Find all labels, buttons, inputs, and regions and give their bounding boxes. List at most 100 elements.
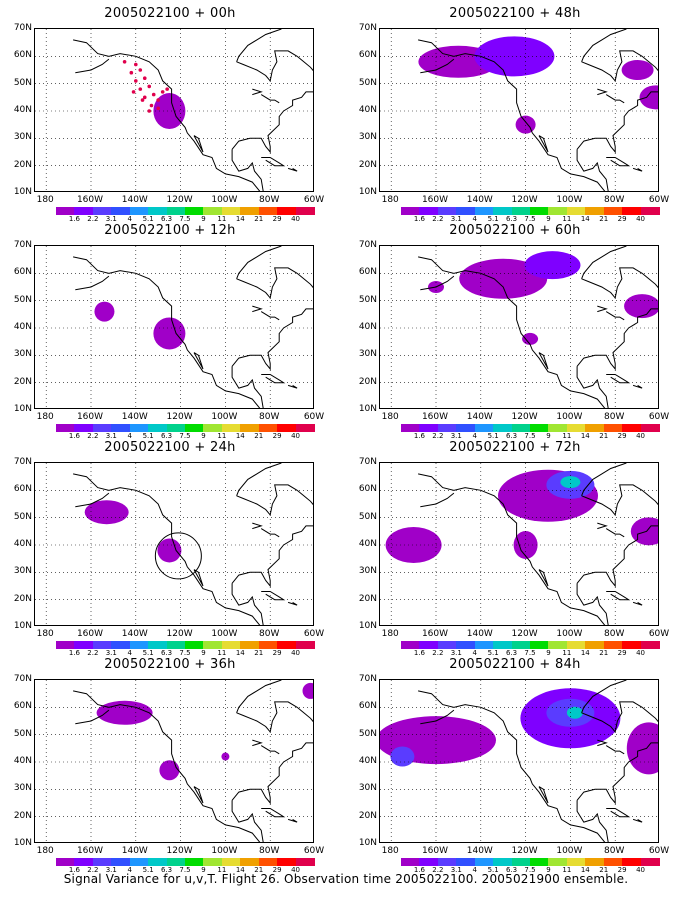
map-panel: 2005022100 + 84h 70N 60N 50N 40N 30N 20N 10N 180… — [345, 657, 685, 874]
coastline — [576, 742, 658, 805]
colorbar-label: 40 — [636, 649, 646, 657]
colorbar-label: 7.5 — [179, 649, 191, 657]
lon-label: 140W — [466, 629, 493, 639]
coastline — [581, 463, 627, 496]
colorbar-label: 1.6 — [68, 432, 80, 440]
colorbar-label: 9 — [546, 649, 551, 657]
lon-label: 120W — [166, 412, 193, 422]
colorbar-label: 21 — [254, 215, 264, 223]
lat-label: 70N — [13, 457, 32, 467]
colorbar-swatch — [203, 424, 223, 432]
coastline — [75, 58, 110, 74]
observation-dot — [142, 76, 147, 80]
colorbar-swatch — [640, 207, 660, 215]
lon-label: 160W — [421, 195, 449, 205]
colorbar-swatch — [401, 858, 420, 866]
coastline — [417, 690, 606, 842]
colorbar-label: 14 — [235, 649, 245, 657]
colorbar-label: 40 — [291, 649, 301, 657]
colorbar-swatch — [603, 424, 623, 432]
colorbar-swatch — [474, 207, 494, 215]
coastline — [605, 94, 625, 104]
colorbar-label: 6.3 — [160, 215, 173, 223]
observation-dot — [160, 90, 165, 94]
lon-label: 80W — [604, 412, 625, 422]
colorbar-label: 4 — [472, 215, 477, 223]
colorbar-label: 9 — [201, 866, 206, 874]
colorbar-label: 40 — [291, 432, 301, 440]
signal-variance-area — [566, 706, 583, 719]
panel-title: 2005022100 + 48h — [449, 6, 581, 21]
colorbar-swatch — [240, 641, 260, 649]
coastline — [632, 818, 643, 823]
lon-label: 120W — [511, 195, 538, 205]
lon-label: 100W — [211, 195, 238, 205]
lat-label: 30N — [13, 783, 32, 794]
signal-variance-area — [639, 85, 658, 110]
colorbar-swatch — [456, 424, 476, 432]
coastline — [72, 473, 261, 625]
lat-label: 10N — [358, 838, 377, 848]
colorbar-swatch — [530, 641, 549, 649]
colorbar — [401, 424, 660, 432]
colorbar-label: 11 — [217, 866, 227, 874]
colorbar-label: 6.3 — [160, 866, 173, 874]
coastline — [236, 50, 313, 83]
lat-label: 50N — [358, 77, 377, 88]
colorbar-label: 4 — [127, 432, 132, 440]
colorbar-swatch — [185, 207, 204, 215]
colorbar-swatch — [92, 858, 112, 866]
colorbar-label: 11 — [562, 215, 572, 223]
coastline — [576, 525, 658, 588]
lon-label: 100W — [556, 846, 583, 856]
colorbar-label: 40 — [291, 866, 301, 874]
coastline — [231, 800, 264, 842]
lat-label: 40N — [13, 105, 32, 115]
lat-label: 30N — [13, 566, 32, 577]
colorbar-label: 2.2 — [87, 649, 99, 657]
panel-title: 2005022100 + 00h — [104, 6, 236, 21]
colorbar-label: 7.5 — [179, 432, 191, 440]
colorbar-label: 3.1 — [105, 215, 117, 223]
map-panel: 2005022100 + 12h 70N 60N 50N 40N 30N 20N 10N 180… — [0, 223, 340, 440]
coastline — [75, 275, 110, 291]
coastline — [236, 680, 282, 713]
colorbar-label: 2.2 — [432, 649, 444, 657]
map-plot — [379, 28, 659, 192]
colorbar-swatch — [474, 641, 494, 649]
signal-variance-area — [624, 294, 658, 319]
lat-label: 50N — [358, 294, 377, 305]
coastline — [252, 305, 263, 313]
colorbar-label: 2.2 — [432, 866, 444, 874]
observation-dot — [147, 109, 152, 113]
colorbar-swatch — [640, 424, 660, 432]
signal-variance-area — [94, 301, 115, 322]
colorbar-swatch — [493, 858, 513, 866]
coastline — [236, 463, 282, 496]
observation-dot — [134, 79, 138, 83]
colorbar-swatch — [277, 424, 297, 432]
lon-label: 80W — [259, 195, 280, 205]
colorbar-label: 7.5 — [524, 215, 536, 223]
lon-label: 120W — [166, 629, 193, 639]
lat-label: 60N — [358, 50, 377, 61]
colorbar-swatch — [221, 641, 241, 649]
lon-label: 80W — [259, 412, 280, 422]
colorbar-label: 11 — [562, 649, 572, 657]
colorbar-swatch — [185, 424, 204, 432]
colorbar-swatch — [585, 641, 605, 649]
colorbar-swatch — [640, 641, 660, 649]
colorbar-label: 9 — [201, 215, 206, 223]
colorbar-swatch — [511, 858, 531, 866]
lon-label: 180 — [381, 412, 399, 422]
colorbar-label: 2.2 — [87, 866, 99, 874]
colorbar-label: 2.2 — [432, 215, 444, 223]
colorbar-swatch — [419, 858, 439, 866]
colorbar-label: 11 — [217, 432, 227, 440]
colorbar-label: 29 — [272, 649, 282, 657]
coastline — [606, 591, 631, 601]
colorbar-label: 7.5 — [524, 866, 536, 874]
lon-label: 160W — [76, 412, 104, 422]
coastline — [632, 384, 643, 389]
colorbar-label: 14 — [235, 866, 245, 874]
